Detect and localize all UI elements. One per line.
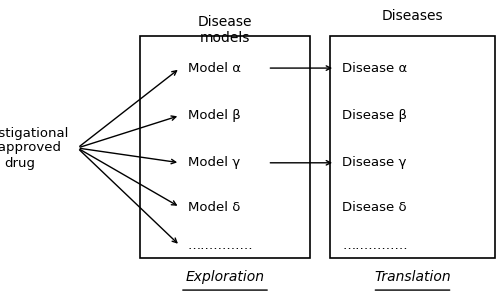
Text: Disease
models: Disease models — [198, 15, 252, 45]
Text: Investigational
or approved
drug: Investigational or approved drug — [0, 126, 69, 170]
Text: Translation: Translation — [374, 270, 451, 284]
Text: Disease γ: Disease γ — [342, 156, 407, 169]
Text: Model β: Model β — [188, 109, 240, 122]
Text: Disease α: Disease α — [342, 62, 408, 75]
Text: Diseases: Diseases — [382, 9, 444, 23]
Text: Disease β: Disease β — [342, 109, 407, 122]
Text: ……………: …………… — [188, 239, 253, 252]
Text: Model α: Model α — [188, 62, 240, 75]
Text: Model δ: Model δ — [188, 201, 240, 214]
Text: Disease δ: Disease δ — [342, 201, 407, 214]
Text: ……………: …………… — [342, 239, 408, 252]
Text: Model γ: Model γ — [188, 156, 240, 169]
Text: Exploration: Exploration — [186, 270, 264, 284]
